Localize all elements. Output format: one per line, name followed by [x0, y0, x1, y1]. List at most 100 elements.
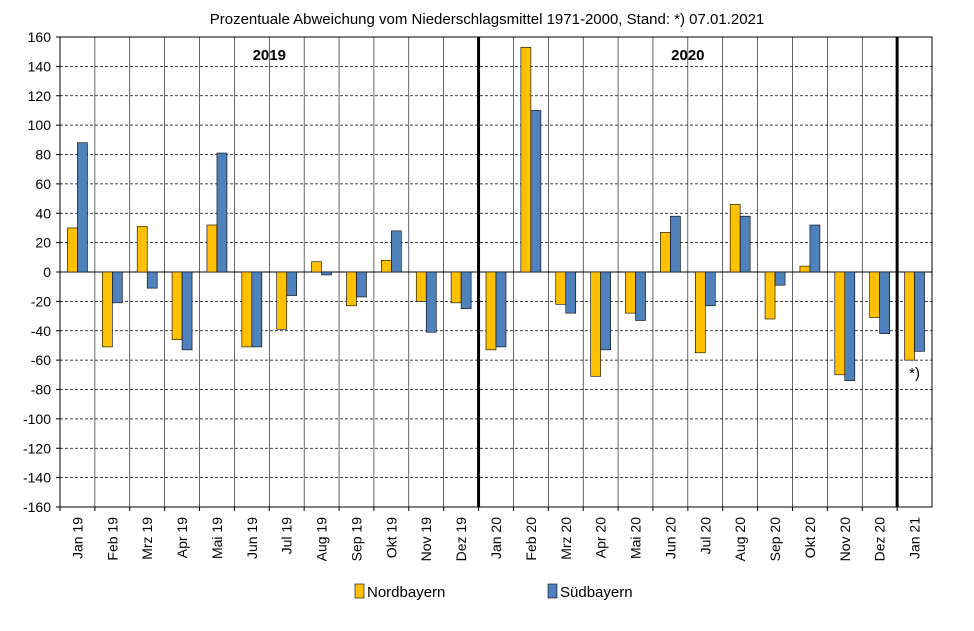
bar-suedbayern — [112, 271, 123, 304]
x-tick-label: Jan 19 — [69, 517, 85, 559]
y-tick-label: 80 — [35, 147, 51, 163]
bar-nordbayern — [520, 46, 532, 273]
bar-nordbayern — [904, 271, 915, 361]
y-tick-label: 100 — [28, 117, 52, 133]
y-tick-label: 40 — [35, 205, 51, 221]
x-tick-label: Sep 19 — [348, 517, 364, 562]
bar-nordbayern — [729, 204, 741, 273]
y-tick-label: -80 — [31, 382, 51, 398]
bar-suedbayern — [146, 271, 158, 289]
y-tick-label: -100 — [23, 411, 51, 427]
year-dividers — [477, 37, 899, 507]
year-label: 2019 — [253, 47, 286, 64]
y-tick-label: 20 — [35, 235, 51, 251]
bar-nordbayern — [660, 232, 671, 273]
x-tick-label: Jun 19 — [244, 517, 260, 559]
x-axis: Jan 19 Feb 19 Mrz 19 Apr 19 Mai 19 Jun 19 Jul … — [59, 507, 923, 562]
y-tick-label: -40 — [31, 323, 51, 339]
bar-suedbayern — [739, 215, 751, 273]
y-axis: 160 140 120 100 80 60 40 20 0 -20 -40 -60 -80 -100 -12… — [23, 29, 60, 515]
x-tick-label: Jun 20 — [662, 517, 678, 559]
bar-nordbayern — [136, 226, 148, 273]
x-tick-label: Jan 20 — [488, 517, 504, 559]
x-tick-label: Dez 20 — [872, 517, 888, 562]
bar-nordbayern — [625, 271, 636, 314]
bar-suedbayern — [635, 271, 646, 321]
x-tick-label: Aug 20 — [732, 517, 748, 562]
y-tick-label: 60 — [35, 176, 51, 192]
y-tick-label: 160 — [28, 29, 52, 45]
bar-nordbayern — [799, 265, 811, 273]
bar-suedbayern — [809, 224, 821, 273]
x-tick-label: Mai 19 — [209, 517, 225, 559]
x-tick-label: Dez 19 — [453, 517, 469, 562]
annotation-note: *) — [909, 365, 920, 382]
bar-nordbayern — [102, 271, 113, 348]
bar-suedbayern — [879, 271, 890, 334]
y-tick-label: -160 — [23, 499, 51, 515]
bar-suedbayern — [495, 271, 507, 348]
bars — [67, 46, 925, 381]
bar-suedbayern — [600, 271, 611, 351]
y-tick-label: -20 — [31, 293, 51, 309]
bar-suedbayern — [670, 215, 681, 273]
bar-suedbayern — [425, 271, 437, 333]
bar-nordbayern — [764, 271, 776, 320]
x-tick-label: Mai 20 — [628, 517, 644, 559]
bar-nordbayern — [485, 271, 497, 351]
x-tick-label: Sep 20 — [767, 517, 783, 562]
y-tick-label: -60 — [31, 352, 51, 368]
bar-nordbayern — [834, 271, 846, 376]
bar-suedbayern — [844, 271, 856, 381]
x-tick-label: Jul 20 — [697, 517, 713, 555]
bar-suedbayern — [914, 271, 925, 352]
bar-nordbayern — [346, 271, 357, 307]
bar-nordbayern — [450, 271, 462, 304]
x-tick-label: Okt 19 — [383, 517, 399, 558]
bar-suedbayern — [181, 271, 193, 351]
x-tick-label: Nov 20 — [837, 517, 853, 562]
bar-suedbayern — [391, 230, 402, 273]
gridlines — [59, 36, 933, 508]
bar-suedbayern — [77, 142, 88, 273]
bar-suedbayern — [460, 271, 472, 310]
bar-suedbayern — [565, 271, 577, 314]
bar-suedbayern — [251, 271, 263, 348]
x-tick-label: Jan 21 — [907, 517, 923, 559]
bar-suedbayern — [774, 271, 786, 286]
y-tick-label: -140 — [23, 470, 51, 486]
x-tick-label: Mrz 20 — [558, 517, 574, 560]
bar-nordbayern — [590, 271, 601, 377]
legend-swatch — [354, 583, 365, 599]
legend-swatch — [547, 583, 558, 599]
bar-nordbayern — [869, 271, 880, 318]
bar-nordbayern — [555, 271, 567, 305]
bar-nordbayern — [415, 271, 427, 302]
bar-suedbayern — [321, 271, 332, 276]
legend: Nordbayern Südbayern — [354, 583, 633, 601]
bar-nordbayern — [311, 261, 322, 273]
bar-nordbayern — [67, 227, 78, 273]
bar-nordbayern — [206, 224, 218, 273]
x-tick-label: Aug 19 — [314, 517, 330, 562]
bar-suedbayern — [530, 110, 542, 273]
bar-suedbayern — [286, 271, 298, 296]
bar-suedbayern — [216, 152, 228, 273]
bar-suedbayern — [704, 271, 716, 307]
x-tick-label: Feb 19 — [104, 517, 120, 561]
legend-label: Südbayern — [560, 584, 633, 601]
x-tick-label: Feb 20 — [523, 517, 539, 561]
y-tick-label: 0 — [43, 264, 51, 280]
bar-nordbayern — [171, 271, 183, 340]
x-tick-label: Jul 19 — [279, 517, 295, 555]
y-tick-label: 140 — [28, 58, 52, 74]
x-tick-label: Nov 19 — [418, 517, 434, 562]
year-labels: 2019 2020 *) — [253, 47, 920, 382]
bar-nordbayern — [276, 271, 288, 330]
x-tick-label: Apr 20 — [593, 517, 609, 558]
legend-label: Nordbayern — [367, 584, 445, 601]
bar-nordbayern — [381, 259, 392, 273]
year-label: 2020 — [671, 47, 704, 64]
y-tick-label: 120 — [28, 88, 52, 104]
